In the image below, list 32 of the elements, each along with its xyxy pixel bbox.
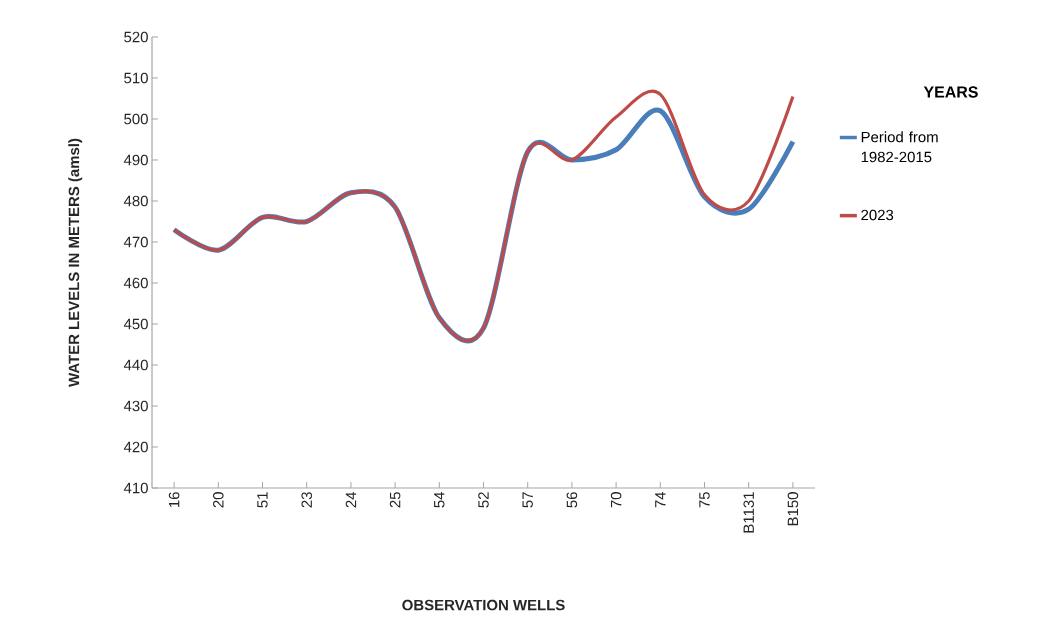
x-axis-title: OBSERVATION WELLS: [402, 599, 565, 611]
y-tick-label: 500: [124, 113, 148, 125]
y-tick-label: 480: [123, 195, 148, 207]
x-tick-label: 24: [345, 491, 357, 508]
y-tick-label: 490: [123, 154, 148, 166]
y-tick-label: 420: [123, 441, 148, 453]
x-tick-label: 20: [213, 492, 224, 508]
x-tick-label: 23: [301, 492, 312, 508]
y-tick-label: 430: [123, 400, 148, 412]
x-tick-label: 56: [566, 492, 578, 508]
legend-label: 2023: [861, 209, 894, 221]
x-tick-label: 25: [389, 492, 401, 508]
y-tick-label: 440: [123, 359, 148, 371]
y-tick-label: 470: [123, 236, 148, 248]
x-tick-label: 52: [478, 492, 489, 508]
y-tick-label: 410: [123, 482, 148, 494]
legend-title: YEARS: [923, 86, 978, 98]
y-tick-label: 520: [124, 31, 148, 43]
y-axis-title: WATER LEVELS IN METERS (amsl): [68, 138, 83, 387]
x-tick-label: 54: [434, 491, 445, 508]
x-tick-label: 75: [699, 492, 710, 508]
x-tick-label: 70: [610, 492, 622, 508]
x-tick-label: 57: [522, 492, 533, 508]
x-tick-label: B150: [787, 492, 799, 526]
x-tick-label: 16: [168, 492, 180, 507]
x-tick-label: 74: [655, 491, 666, 508]
legend-label: Period from 1982-2015: [861, 131, 938, 163]
y-tick-label: 510: [124, 72, 148, 84]
x-tick-label: 51: [257, 492, 268, 508]
y-tick-label: 450: [123, 318, 148, 330]
y-tick-label: 460: [123, 277, 148, 289]
x-tick-label: B1131: [743, 492, 754, 533]
